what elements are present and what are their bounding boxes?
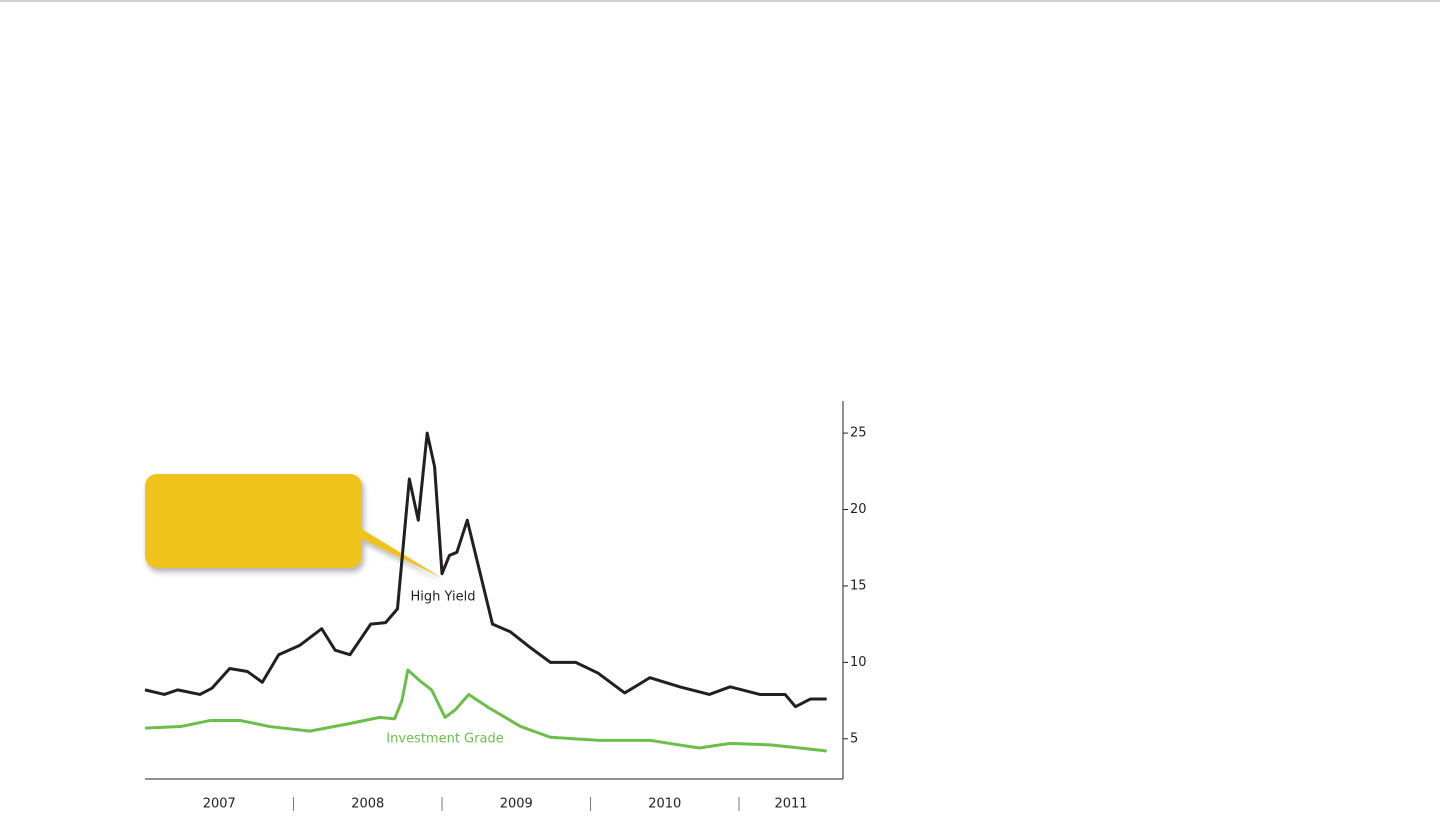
x-tick-label: 2009 [500,797,533,812]
x-tick-label: 2008 [351,797,384,812]
callout [145,474,442,578]
y-tick-label: 15 [850,578,867,593]
series-label: High Yield [411,590,476,605]
y-tick-label: 25 [850,426,867,441]
x-tick-label: 2010 [648,797,681,812]
series-line [144,668,827,753]
x-tick-label: 2011 [774,797,807,812]
series-line [144,431,827,709]
y-tick-label: 5 [850,731,858,746]
series-label: Investment Grade [386,732,503,747]
x-tick-label: 2007 [203,797,236,812]
y-tick-label: 20 [850,502,867,517]
y-tick-label: 10 [850,655,867,670]
